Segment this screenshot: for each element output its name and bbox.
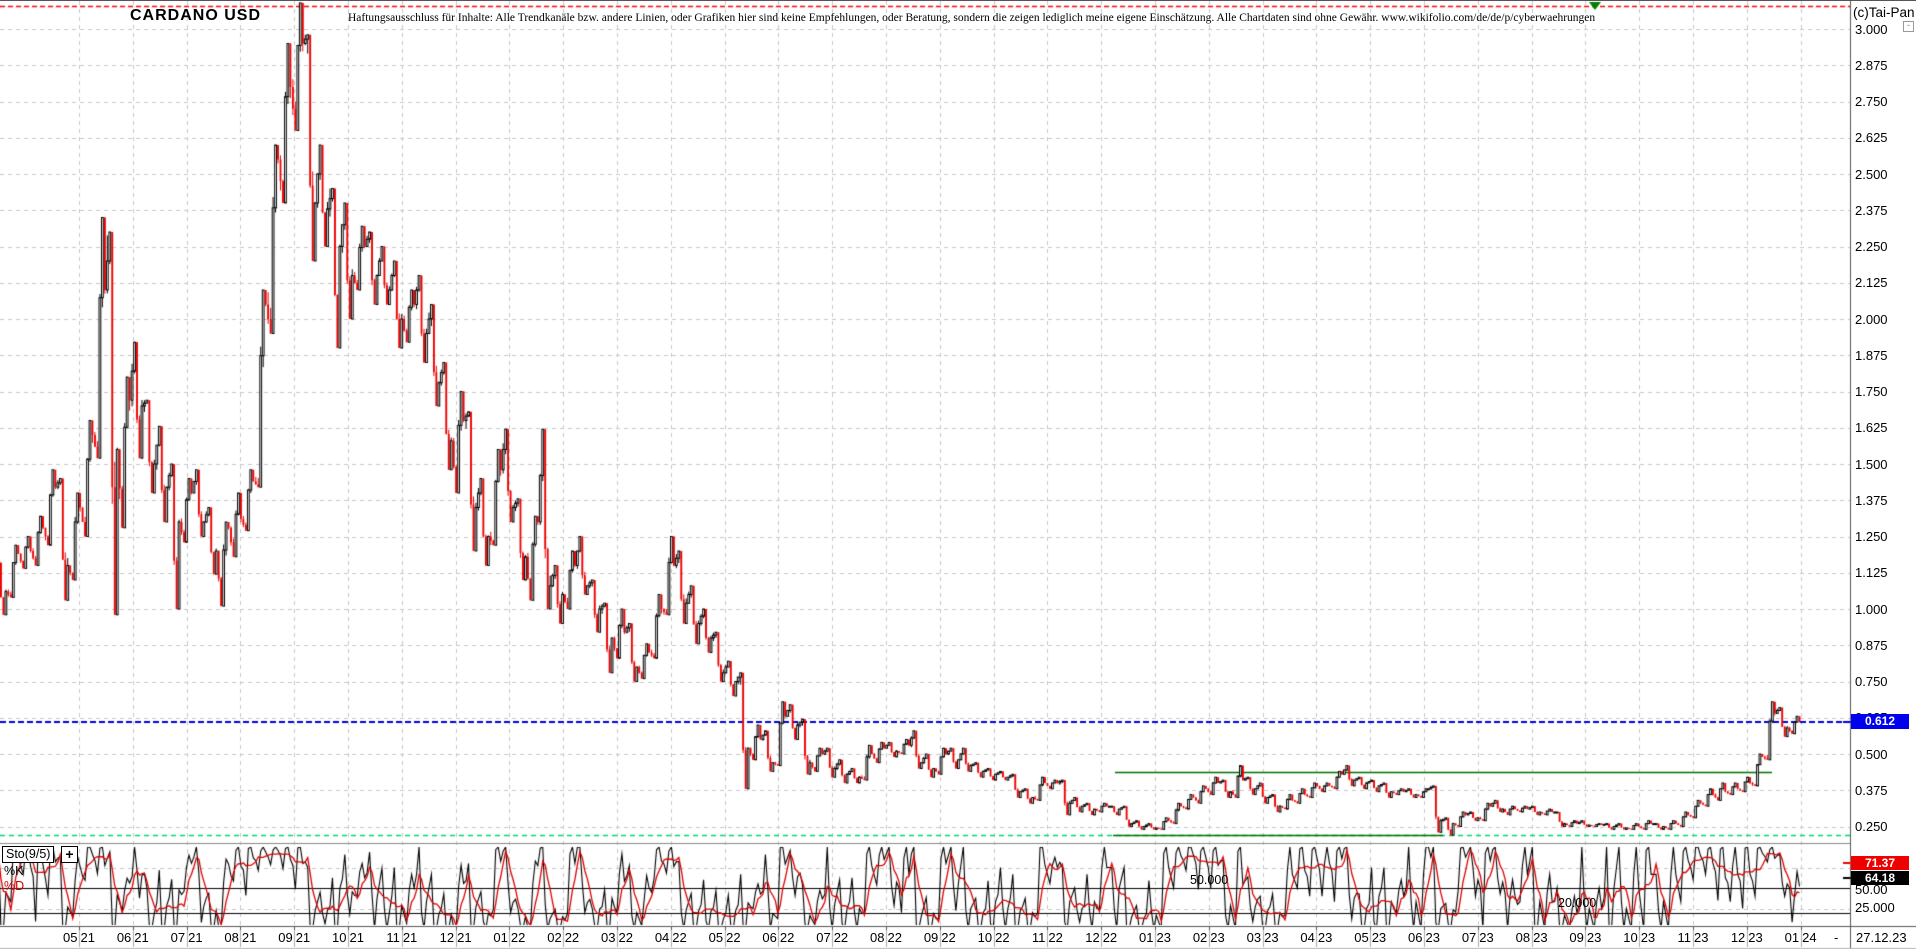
price-axis-label: 1.875 [1855,347,1888,363]
current-price-badge[interactable]: 0.612 [1851,714,1909,729]
price-axis-label: 2.000 [1855,311,1888,327]
price-axis-label: 0.750 [1855,674,1888,689]
price-axis-label: 1.250 [1855,529,1888,544]
x-axis-label: 10 22 [977,930,1010,945]
price-axis-label: 0.375 [1855,782,1888,798]
x-axis-label: 01 22 [493,930,526,945]
x-axis-label: 03 23 [1246,930,1279,945]
stochastic-k-badge: 64.18 [1851,871,1909,885]
x-axis-label: 03 22 [601,930,633,945]
stochastic-d-label: %D [4,879,25,893]
price-axis-label: 2.250 [1855,239,1888,254]
sto-axis-label-50: 50.00 [1855,882,1888,897]
price-axis-label: 1.000 [1855,601,1888,617]
x-axis-label: 06 22 [762,930,795,945]
x-axis-label: 09 21 [278,930,311,945]
x-axis-label: 04 22 [654,930,687,945]
x-axis-label: 09 22 [923,930,956,945]
x-axis-label: 06 23 [1408,930,1440,945]
copyright-label: (c)Tai-Pan [1853,5,1915,20]
price-axis-label: 1.125 [1855,565,1888,581]
x-axis-label: 11 22 [1031,930,1063,945]
x-axis-label: 10 23 [1623,930,1656,945]
x-axis-label: 10 21 [332,930,364,945]
x-axis-label: 08 21 [224,930,257,945]
sto-line-label-50: 50.000 [1190,873,1229,887]
x-axis-label: 06 21 [116,930,149,945]
sto-line-label-20: 20.000 [1558,896,1597,910]
disclaimer-text: Haftungsausschluss für Inhalte: Alle Tre… [348,12,1596,24]
sto-axis-label-25: 25.000 [1855,900,1895,915]
price-axis-label: 1.375 [1855,492,1888,508]
last-date-label: 27.12.23 [1856,930,1907,945]
x-axis-label: 05 22 [708,930,741,945]
x-axis-label: 07 23 [1461,930,1494,945]
x-axis-label: 12 21 [439,930,472,945]
price-axis-label: 1.750 [1855,384,1888,399]
x-axis-label: 07 21 [170,930,203,945]
x-axis-label: 12 22 [1085,930,1118,945]
x-axis-label: 02 23 [1192,930,1225,945]
x-axis-label: 01 24 [1784,930,1817,945]
price-axis-label: 1.500 [1855,456,1888,472]
price-axis-label: 0.500 [1855,746,1888,762]
price-axis-label: 2.125 [1855,275,1888,291]
x-axis-label: 05 23 [1354,930,1387,945]
x-axis-label: 05 21 [63,930,95,945]
price-axis-label: 2.750 [1855,94,1888,109]
price-axis-label: 2.375 [1855,202,1888,218]
chart-title: CARDANO USD [130,7,261,24]
price-axis-label: 2.625 [1855,130,1888,146]
x-axis-label: 12 23 [1730,930,1763,945]
x-axis-label: 04 23 [1300,930,1333,945]
x-axis-label: 01 23 [1139,930,1171,945]
stochastic-d-badge: 71.37 [1851,856,1909,870]
price-axis-label: 1.625 [1855,420,1888,436]
x-axis-label: 07 22 [816,930,849,945]
expand-plus-icon[interactable]: + [61,846,78,863]
x-axis-label: 11 23 [1677,930,1709,945]
price-axis-label: 0.250 [1855,819,1888,834]
x-axis-label: 09 23 [1569,930,1602,945]
x-axis-label: 08 22 [870,930,902,945]
stochastic-indicator-label[interactable]: Sto(9/5) [2,846,55,863]
price-axis-label: 2.875 [1855,57,1888,73]
x-axis-label: 02 22 [547,930,580,945]
x-axis-label: 11 21 [386,930,418,945]
price-axis-label: 2.500 [1855,166,1888,182]
price-axis-label: 3.000 [1855,21,1888,37]
price-axis-label: 0.875 [1855,637,1888,653]
x-axis-label: 08 23 [1515,930,1548,945]
collapse-icon[interactable]: - [1903,21,1914,32]
stochastic-k-label: %K [4,864,24,878]
x-axis-end-dash: - [1834,930,1839,945]
